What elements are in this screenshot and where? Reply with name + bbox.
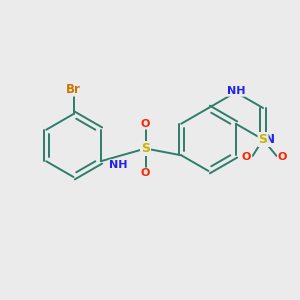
- Text: N: N: [265, 133, 275, 146]
- Text: NH: NH: [110, 160, 128, 170]
- Text: O: O: [141, 168, 150, 178]
- Text: S: S: [141, 142, 150, 155]
- Text: O: O: [242, 152, 251, 163]
- Text: NH: NH: [226, 86, 245, 96]
- Text: Br: Br: [66, 82, 81, 96]
- Text: O: O: [141, 118, 150, 129]
- Text: S: S: [259, 133, 268, 146]
- Text: O: O: [278, 152, 287, 163]
